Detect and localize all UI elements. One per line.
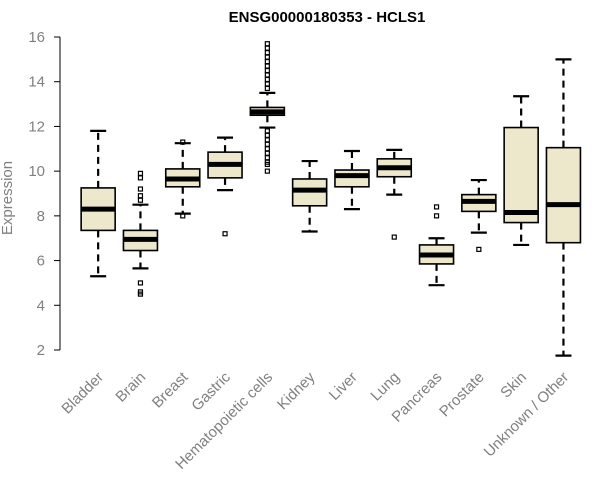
box-skin — [503, 95, 539, 247]
outlier-point — [264, 128, 270, 134]
box-series — [80, 41, 582, 357]
y-axis: 2 4 6 8 10 12 14 16 — [28, 29, 61, 359]
outlier-point — [264, 76, 270, 83]
box-hematopoietic-cells — [249, 41, 286, 174]
outlier-point — [264, 150, 270, 156]
y-tick-label: 14 — [28, 74, 45, 91]
box-bladder — [80, 129, 116, 278]
y-tick-label: 16 — [28, 29, 45, 46]
outlier-point — [264, 50, 270, 56]
outlier-point — [264, 132, 270, 138]
y-tick-label: 10 — [28, 163, 45, 180]
y-tick-label: 6 — [37, 253, 45, 270]
x-tick-label: Liver — [326, 369, 361, 404]
y-axis-label: Expression — [0, 161, 16, 235]
outlier-point — [264, 81, 270, 87]
outlier-point — [264, 146, 270, 152]
outlier-point — [137, 193, 144, 199]
outlier-point — [264, 161, 270, 168]
outlier-point — [264, 141, 270, 147]
x-tick-label: Prostate — [436, 369, 488, 421]
box-iqr — [545, 146, 582, 244]
box-lung — [376, 148, 413, 240]
box-kidney — [291, 159, 328, 233]
box-breast — [164, 139, 201, 219]
outlier-point — [137, 197, 144, 203]
box-brain — [122, 170, 159, 297]
outlier-point — [264, 155, 270, 161]
outlier-point — [264, 58, 270, 65]
box-gastric — [207, 136, 243, 237]
outlier-point — [137, 291, 144, 297]
box-iqr — [503, 126, 539, 224]
outlier-point — [264, 85, 270, 92]
x-tick-label: Bladder — [58, 369, 107, 418]
y-tick-label: 12 — [28, 118, 45, 135]
outlier-point — [137, 186, 144, 192]
box-prostate — [461, 178, 497, 252]
outlier-point — [137, 280, 144, 286]
outlier-point — [264, 67, 270, 74]
x-tick-label: Brain — [112, 369, 149, 406]
outlier-point — [137, 175, 144, 181]
y-tick-label: 8 — [37, 208, 45, 225]
x-tick-label: Breast — [149, 368, 192, 411]
y-tick-label: 2 — [37, 342, 45, 359]
box-pancreas — [418, 204, 455, 287]
box-unknown-other — [545, 58, 582, 357]
outlier-point — [264, 72, 270, 78]
outlier-point — [264, 54, 270, 60]
outlier-point — [264, 41, 270, 47]
outlier-point — [137, 170, 144, 176]
outlier-point — [264, 45, 270, 51]
y-tick-label: 4 — [37, 297, 45, 314]
outlier-point — [433, 204, 440, 210]
outlier-point — [222, 231, 228, 237]
outlier-point — [391, 234, 397, 240]
outlier-point — [476, 246, 482, 252]
box-liver — [334, 149, 370, 211]
x-tick-label: Lung — [367, 369, 403, 405]
outlier-point — [180, 139, 186, 145]
outlier-point — [264, 168, 270, 174]
chart-title: ENSG00000180353 - HCLS1 — [229, 9, 426, 26]
outlier-point — [180, 213, 186, 219]
outlier-point — [433, 213, 440, 219]
x-tick-label: Kidney — [274, 368, 319, 413]
outlier-point — [264, 137, 270, 143]
outlier-point — [264, 63, 270, 69]
box-iqr — [334, 169, 370, 188]
x-tick-label: Skin — [497, 369, 530, 402]
